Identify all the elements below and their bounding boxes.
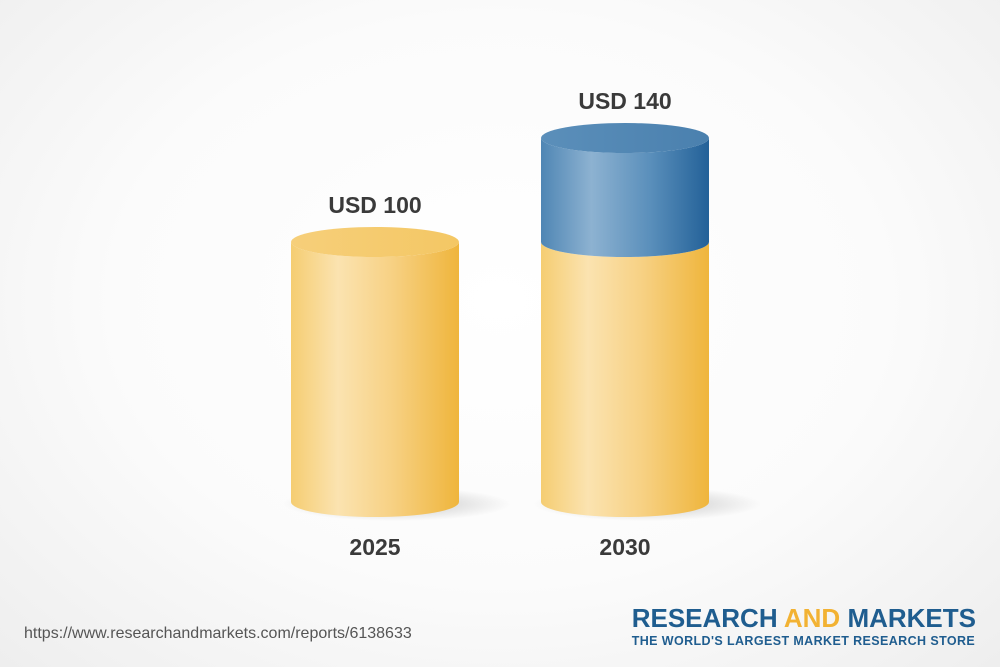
category-label: 2030 bbox=[599, 534, 650, 560]
bar-2030 bbox=[533, 123, 761, 521]
bar-top-cap bbox=[291, 227, 459, 257]
bar-growth-segment bbox=[541, 138, 709, 257]
category-label: 2025 bbox=[349, 534, 400, 560]
brand-word-markets: MARKETS bbox=[840, 603, 976, 633]
report-url[interactable]: https://www.researchandmarkets.com/repor… bbox=[24, 625, 412, 642]
bar-2025 bbox=[283, 227, 511, 521]
value-label: USD 100 bbox=[328, 192, 421, 218]
brand-logo: RESEARCH AND MARKETS THE WORLD'S LARGEST… bbox=[632, 604, 976, 648]
brand-wordmark: RESEARCH AND MARKETS bbox=[632, 604, 976, 632]
bar-base-segment bbox=[291, 242, 459, 517]
brand-word-and: AND bbox=[783, 603, 841, 633]
bar-base-segment bbox=[541, 242, 709, 517]
bar-top-cap bbox=[541, 123, 709, 153]
value-label: USD 140 bbox=[578, 88, 671, 114]
brand-tagline: THE WORLD'S LARGEST MARKET RESEARCH STOR… bbox=[631, 634, 976, 648]
brand-word-research: RESEARCH bbox=[631, 603, 784, 633]
